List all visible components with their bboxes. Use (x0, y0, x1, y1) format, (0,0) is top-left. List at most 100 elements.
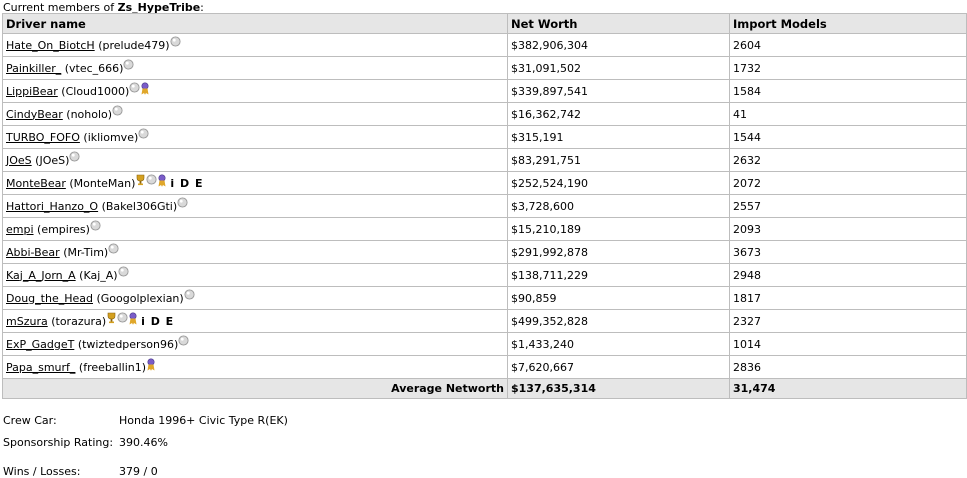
driver-username: (prelude479) (98, 38, 170, 52)
driver-cell: MonteBear (MonteMan) i D E (2, 171, 508, 195)
import-models-cell: 1014 (729, 332, 967, 356)
driver-username: (ikliomve) (83, 130, 139, 144)
import-models-cell: 1544 (729, 125, 967, 149)
driver-link[interactable]: MonteBear (6, 176, 66, 190)
import-models-cell: 3673 (729, 240, 967, 264)
driver-cell: ExP_GadgeT (twiztedperson96) (2, 332, 508, 356)
info-key: Crew Car: (3, 414, 57, 427)
driver-username: (twiztedperson96) (77, 337, 179, 351)
crew-members-caption: Current members of Zs_HypeTribe: (3, 1, 204, 14)
driver-username: (MonteMan) (69, 176, 136, 190)
driver-username: (freeballin1) (78, 360, 147, 374)
driver-username: (noholo) (66, 107, 113, 121)
driver-link[interactable]: Hate_On_BiotcH (6, 38, 95, 52)
import-models-cell: 2093 (729, 217, 967, 241)
circle-icon (117, 311, 128, 326)
driver-link[interactable]: JOeS (6, 153, 32, 167)
driver-link[interactable]: Doug_the_Head (6, 291, 93, 305)
driver-cell: CindyBear (noholo) (2, 102, 508, 126)
driver-link[interactable]: Kaj_A_Jorn_A (6, 268, 76, 282)
driver-username: (Googolplexian) (96, 291, 184, 305)
driver-link[interactable]: Painkiller_ (6, 61, 62, 75)
table-row: Painkiller_ (vtec_666) $31,091,502 1732 (2, 56, 967, 80)
import-models-cell: 1817 (729, 286, 967, 310)
driver-cell: Hattori_Hanzo_O (Bakel306Gti) (2, 194, 508, 218)
average-row: Average Networth $137,635,314 31,474 (2, 378, 967, 399)
net-worth-cell: $339,897,541 (507, 79, 730, 103)
ribbon-icon (157, 173, 167, 190)
circle-icon (129, 81, 140, 96)
table-row: LippiBear (Cloud1000) $339,897,541 1584 (2, 79, 967, 103)
net-worth-cell: $3,728,600 (507, 194, 730, 218)
driver-cell: LippiBear (Cloud1000) (2, 79, 508, 103)
driver-link[interactable]: Papa_smurf_ (6, 360, 76, 374)
driver-link[interactable]: TURBO_FOFO (6, 130, 80, 144)
driver-cell: Papa_smurf_ (freeballin1) (2, 355, 508, 379)
table-row: JOeS (JOeS) $83,291,751 2632 (2, 148, 967, 172)
header-driver-name: Driver name (2, 13, 508, 34)
driver-username: (torazura) (51, 314, 107, 328)
driver-username: (vtec_666) (64, 61, 124, 75)
caption-suffix: : (200, 1, 204, 14)
average-imports: 31,474 (729, 378, 967, 399)
driver-cell: Doug_the_Head (Googolplexian) (2, 286, 508, 310)
import-models-cell: 1584 (729, 79, 967, 103)
driver-link[interactable]: CindyBear (6, 107, 63, 121)
driver-username: (JOeS) (35, 153, 70, 167)
driver-username: (empires) (37, 222, 90, 236)
net-worth-cell: $291,992,878 (507, 240, 730, 264)
table-row: Hate_On_BiotcH (prelude479) $382,906,304 2… (2, 33, 967, 57)
table-row: empi (empires) $15,210,189 2093 (2, 217, 967, 241)
circle-icon (90, 219, 101, 234)
circle-icon (170, 35, 181, 50)
driver-link[interactable]: empi (6, 222, 34, 236)
ribbon-icon (128, 311, 138, 328)
info-value: 390.46% (119, 436, 168, 449)
import-models-cell: 1732 (729, 56, 967, 80)
driver-link[interactable]: LippiBear (6, 84, 58, 98)
driver-link[interactable]: Abbi-Bear (6, 245, 60, 259)
net-worth-cell: $83,291,751 (507, 148, 730, 172)
net-worth-cell: $1,433,240 (507, 332, 730, 356)
driver-cell: Painkiller_ (vtec_666) (2, 56, 508, 80)
info-value: 379 / 0 (119, 465, 158, 478)
table-row: Doug_the_Head (Googolplexian) $90,859 1817 (2, 286, 967, 310)
info-key: Sponsorship Rating: (3, 436, 114, 449)
driver-username: (Mr-Tim) (63, 245, 109, 259)
table-row: MonteBear (MonteMan) i D E $252,524,190 207… (2, 171, 967, 195)
driver-cell: Hate_On_BiotcH (prelude479) (2, 33, 508, 57)
circle-icon (146, 173, 157, 188)
import-models-cell: 2327 (729, 309, 967, 333)
circle-icon (138, 127, 149, 142)
header-row: Driver name Net Worth Import Models (2, 13, 967, 34)
net-worth-cell: $315,191 (507, 125, 730, 149)
table-row: mSzura (torazura) i D E $499,352,828 2327 (2, 309, 967, 333)
members-table: Driver name Net Worth Import Models Hate… (2, 13, 967, 399)
net-worth-cell: $138,711,229 (507, 263, 730, 287)
driver-username: (Kaj_A) (79, 268, 118, 282)
driver-username: (Cloud1000) (61, 84, 130, 98)
info-row: Wins / Losses: 379 / 0 (3, 466, 288, 477)
table-row: Papa_smurf_ (freeballin1) $7,620,667 2836 (2, 355, 967, 379)
header-import-models: Import Models (729, 13, 967, 34)
circle-icon (123, 58, 135, 73)
info-row: Crew Car: Honda 1996+ Civic Type R(EK) (3, 415, 288, 437)
import-models-cell: 2948 (729, 263, 967, 287)
driver-cell: JOeS (JOeS) (2, 148, 508, 172)
table-row: TURBO_FOFO (ikliomve) $315,191 1544 (2, 125, 967, 149)
circle-icon (184, 288, 195, 303)
net-worth-cell: $31,091,502 (507, 56, 730, 80)
table-row: Abbi-Bear (Mr-Tim) $291,992,878 3673 (2, 240, 967, 264)
driver-link[interactable]: ExP_GadgeT (6, 337, 75, 351)
net-worth-cell: $252,524,190 (507, 171, 730, 195)
import-models-cell: 2632 (729, 148, 967, 172)
net-worth-cell: $90,859 (507, 286, 730, 310)
table-row: ExP_GadgeT (twiztedperson96) $1,433,240 10… (2, 332, 967, 356)
driver-username: (Bakel306Gti) (101, 199, 178, 213)
crew-name: Zs_HypeTribe (117, 1, 201, 14)
driver-link[interactable]: mSzura (6, 314, 48, 328)
circle-icon (108, 242, 119, 257)
circle-icon (69, 150, 80, 165)
driver-link[interactable]: Hattori_Hanzo_O (6, 199, 99, 213)
header-net-worth: Net Worth (507, 13, 730, 34)
